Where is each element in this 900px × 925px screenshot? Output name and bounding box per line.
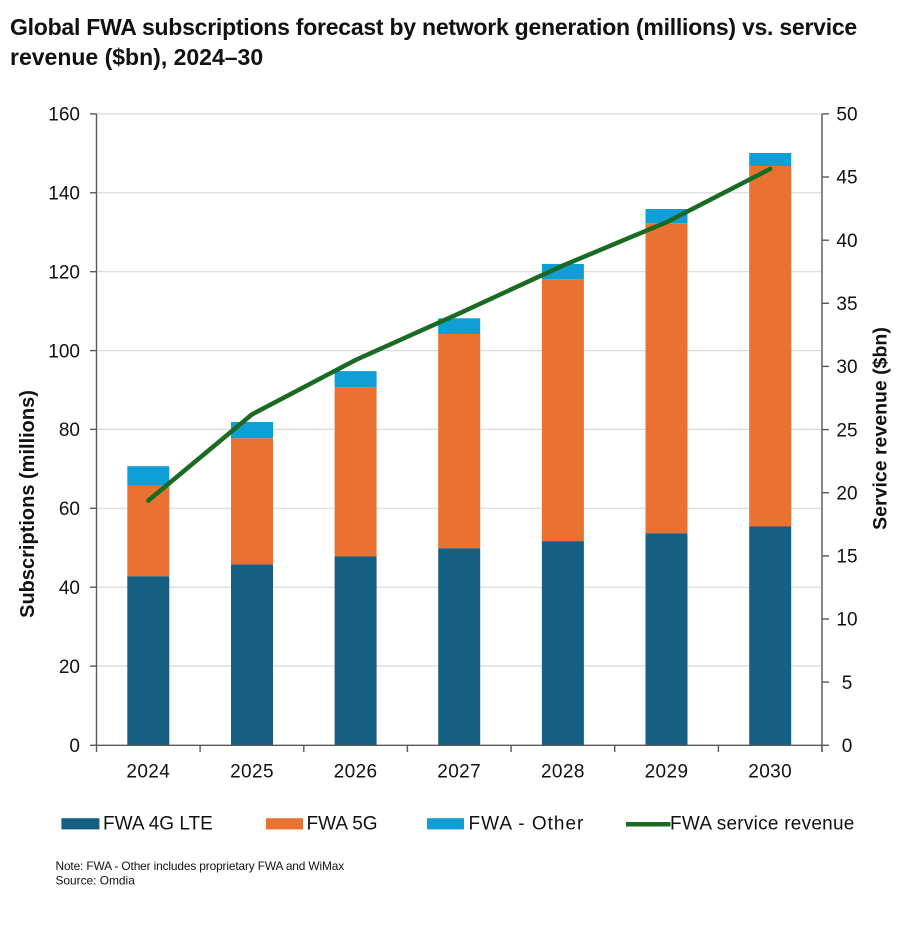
svg-text:2024: 2024 bbox=[126, 762, 170, 783]
svg-text:100: 100 bbox=[48, 341, 80, 362]
svg-text:40: 40 bbox=[836, 231, 857, 252]
svg-text:FWA 4G LTE: FWA 4G LTE bbox=[103, 814, 213, 835]
svg-text:FWA 5G: FWA 5G bbox=[307, 814, 378, 835]
svg-text:FWA - Other: FWA - Other bbox=[469, 814, 585, 835]
svg-text:60: 60 bbox=[59, 499, 80, 520]
svg-text:20: 20 bbox=[59, 657, 80, 678]
svg-text:revenue ($bn), 2024–30: revenue ($bn), 2024–30 bbox=[10, 44, 263, 70]
svg-text:Service revenue ($bn): Service revenue ($bn) bbox=[870, 327, 892, 530]
svg-text:Global FWA subscriptions forec: Global FWA subscriptions forecast by net… bbox=[10, 14, 857, 40]
svg-text:160: 160 bbox=[48, 105, 80, 126]
svg-text:0: 0 bbox=[842, 736, 853, 757]
svg-text:0: 0 bbox=[69, 736, 80, 757]
svg-text:15: 15 bbox=[836, 547, 857, 568]
svg-text:30: 30 bbox=[836, 357, 857, 378]
svg-text:Source: Omdia: Source: Omdia bbox=[56, 874, 136, 888]
svg-text:2025: 2025 bbox=[230, 762, 274, 783]
svg-text:2028: 2028 bbox=[541, 762, 585, 783]
svg-text:2027: 2027 bbox=[437, 762, 481, 783]
svg-text:120: 120 bbox=[48, 262, 80, 283]
svg-text:40: 40 bbox=[59, 578, 80, 599]
svg-text:140: 140 bbox=[48, 184, 80, 205]
svg-text:2029: 2029 bbox=[645, 762, 689, 783]
svg-text:50: 50 bbox=[836, 105, 857, 126]
svg-text:35: 35 bbox=[836, 294, 857, 315]
svg-text:45: 45 bbox=[836, 168, 857, 189]
svg-text:20: 20 bbox=[836, 483, 857, 504]
svg-text:5: 5 bbox=[842, 673, 853, 694]
svg-text:FWA service revenue: FWA service revenue bbox=[670, 814, 855, 835]
svg-text:2026: 2026 bbox=[334, 762, 378, 783]
svg-text:Subscriptions (millions): Subscriptions (millions) bbox=[17, 390, 39, 618]
svg-text:25: 25 bbox=[836, 420, 857, 441]
svg-text:Note: FWA - Other includes pro: Note: FWA - Other includes proprietary F… bbox=[56, 859, 345, 873]
svg-text:80: 80 bbox=[59, 420, 80, 441]
svg-text:10: 10 bbox=[836, 610, 857, 631]
svg-text:2030: 2030 bbox=[748, 762, 792, 783]
